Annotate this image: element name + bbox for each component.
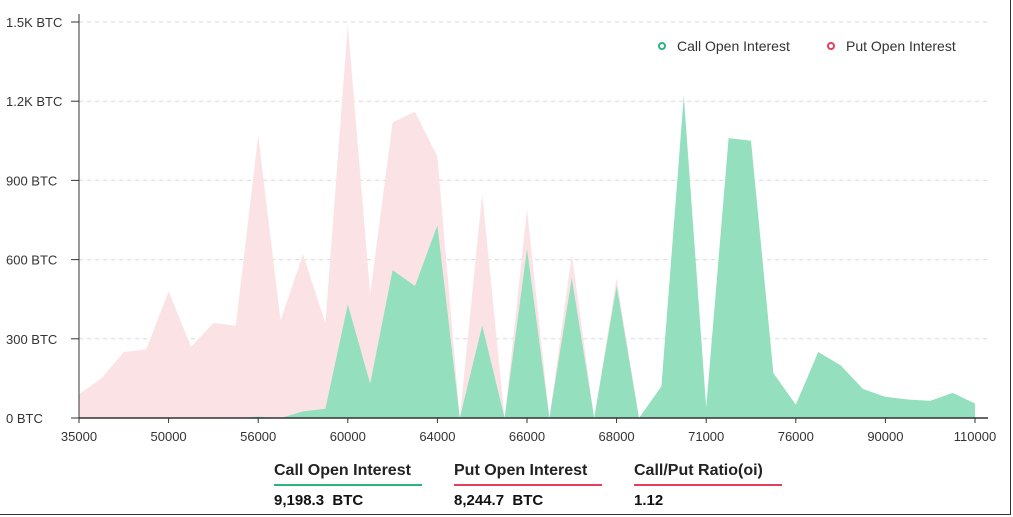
y-tick-label: 0 BTC xyxy=(6,411,43,426)
legend-call-label: Call Open Interest xyxy=(677,38,790,54)
summary-stats: Call Open Interest 9,198.3 BTC Put Open … xyxy=(274,462,814,509)
area-series xyxy=(79,24,975,419)
put-oi-area xyxy=(79,24,639,418)
stat-ratio-label: Call/Put Ratio(oi) xyxy=(634,462,782,486)
x-tick-label: 71000 xyxy=(688,429,724,444)
legend-item-call[interactable]: Call Open Interest xyxy=(658,38,790,54)
stat-put-oi-label: Put Open Interest xyxy=(454,462,602,486)
x-tick-label: 90000 xyxy=(867,429,903,444)
stat-put-oi: Put Open Interest 8,244.7 BTC xyxy=(454,462,634,509)
stat-ratio-value: 1.12 xyxy=(634,492,664,509)
x-tick-label: 56000 xyxy=(240,429,276,444)
x-tick-label: 66000 xyxy=(509,429,545,444)
stat-call-oi: Call Open Interest 9,198.3 BTC xyxy=(274,462,454,509)
legend-put-label: Put Open Interest xyxy=(846,38,956,54)
x-tick-label: 110000 xyxy=(954,429,996,444)
stat-ratio: Call/Put Ratio(oi) 1.12 xyxy=(634,462,814,509)
legend[interactable]: Call Open Interest Put Open Interest xyxy=(658,38,956,54)
stat-put-oi-value: 8,244.7 BTC xyxy=(454,492,544,509)
stat-call-oi-value: 9,198.3 BTC xyxy=(274,492,364,509)
y-tick-label: 900 BTC xyxy=(6,173,57,188)
y-tick-label: 300 BTC xyxy=(6,332,57,347)
x-axis-ticks: 35000 50000 56000 60000 64000 66000 68000 71000… xyxy=(61,418,996,444)
x-tick-label: 50000 xyxy=(151,429,187,444)
x-tick-label: 60000 xyxy=(330,429,366,444)
axes xyxy=(78,14,988,419)
call-oi-area xyxy=(79,95,975,419)
legend-put-marker xyxy=(827,42,835,50)
x-tick-label: 68000 xyxy=(599,429,635,444)
legend-call-marker xyxy=(658,42,666,50)
stat-call-oi-label: Call Open Interest xyxy=(274,462,422,486)
legend-item-put[interactable]: Put Open Interest xyxy=(827,38,956,54)
x-tick-label: 64000 xyxy=(419,429,455,444)
y-tick-label: 1.5K BTC xyxy=(6,15,62,30)
x-tick-label: 35000 xyxy=(61,429,97,444)
y-axis-ticks: 0 BTC 300 BTC 600 BTC 900 BTC 1.2K BTC 1.5K B… xyxy=(6,15,79,426)
y-tick-label: 1.2K BTC xyxy=(6,94,62,109)
x-tick-label: 76000 xyxy=(778,429,814,444)
y-tick-label: 600 BTC xyxy=(6,253,57,268)
